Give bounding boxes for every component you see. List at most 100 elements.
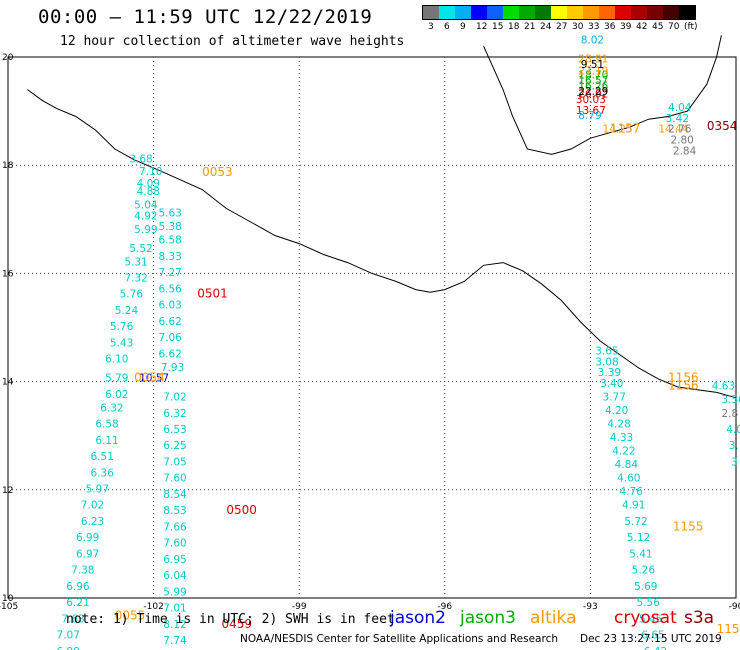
colorbar-swatch <box>535 6 551 19</box>
swh-value-track3: 5.41 <box>629 548 652 560</box>
colorbar-label: 15 <box>492 22 504 32</box>
x-tick-label: -96 <box>437 602 452 612</box>
swh-value-track1: 4.09 <box>137 178 160 190</box>
colorbar-label: 21 <box>524 22 536 32</box>
colorbar-label: 6 <box>444 22 450 32</box>
time-label: 0354 <box>707 119 738 133</box>
colorbar-label: 70 <box>668 22 680 32</box>
colorbar-swatch <box>519 6 535 19</box>
swh-value-track1: 6.51 <box>91 451 114 463</box>
swh-value-track1: 4.92 <box>134 210 157 222</box>
swh-value-track1: 5.04 <box>134 199 158 211</box>
swh-value-track1: 6.36 <box>91 467 115 479</box>
colorbar-swatch <box>679 6 695 19</box>
y-tick-label: 18 <box>2 161 14 171</box>
x-tick-label: -90 <box>729 602 740 612</box>
colorbar-swatch <box>599 6 615 19</box>
swh-value-altika: 28.91 <box>578 53 608 65</box>
time-label: 0501 <box>197 287 228 301</box>
swh-value-track1: 7.07 <box>57 630 80 642</box>
swh-value-track1: 5.31 <box>124 256 147 268</box>
colorbar-label: 24 <box>540 22 552 32</box>
swh-value-s3a: 22.29 <box>578 86 608 98</box>
swh-value-track1: 7.38 <box>71 565 94 577</box>
swh-value-track3: 4.20 <box>605 405 628 417</box>
swh-value-track4: 4.63 <box>712 381 735 393</box>
swh-value-jason2: 10.57 <box>139 373 169 385</box>
swh-value-track1: 5.24 <box>115 305 139 317</box>
swh-value-jason3: 18.70 <box>578 70 608 82</box>
colorbar-label: (ft) <box>684 22 698 32</box>
swh-value-track2: 6.04 <box>163 570 187 582</box>
time-label: 0055 <box>115 609 146 623</box>
time-label: 1155 <box>673 519 704 533</box>
swh-value-track4: 3 <box>731 456 738 468</box>
legend-s3a: s3a <box>684 608 715 628</box>
swh-value-track1: 5.99 <box>134 224 157 236</box>
colorbar-label: 39 <box>620 22 632 32</box>
swh-value-track1: 6.32 <box>100 402 123 414</box>
swh-value-track6: 8.79 <box>578 110 601 122</box>
swh-value-track2: 7.66 <box>163 521 187 533</box>
colorbar-swatch <box>663 6 679 19</box>
colorbar-label: 12 <box>476 22 488 32</box>
legend-jason3: jason3 <box>460 608 516 628</box>
legend-altika: altika <box>530 608 577 628</box>
swh-value-track1: 6.58 <box>95 419 118 431</box>
y-tick-label: 20 <box>2 53 14 63</box>
swh-value-track2: 6.62 <box>158 348 181 360</box>
colorbar-swatch <box>439 6 455 19</box>
colorbar-label: 9 <box>460 22 466 32</box>
swh-value-track1: 6.99 <box>76 532 99 544</box>
swh-value-track2: 7.01 <box>163 603 186 615</box>
colorbar-label: 27 <box>556 22 568 32</box>
legend-jason2: jason2 <box>390 608 446 628</box>
swh-value-track2: 6.25 <box>163 440 186 452</box>
y-tick-label: 16 <box>2 269 14 279</box>
swh-value-track1: 6.10 <box>105 354 128 366</box>
swh-value-track2: 7.60 <box>163 538 186 550</box>
swh-value-track3: 4.60 <box>617 473 640 485</box>
colorbar-label: 45 <box>652 22 664 32</box>
x-tick-label: -102 <box>143 602 163 612</box>
gulf-coastline <box>483 35 722 155</box>
swh-value-track2: 6.03 <box>158 300 181 312</box>
colorbar-label: 36 <box>604 22 616 32</box>
y-tick-label: 10 <box>2 594 14 604</box>
swh-value-track2: 5.99 <box>163 586 186 598</box>
swh-value-track1: 6.11 <box>95 435 118 447</box>
swh-value-track4: 4.0 <box>726 424 740 436</box>
colorbar-swatch <box>647 6 663 19</box>
colorbar-swatch <box>487 6 503 19</box>
swh-value-track1: 3.68 <box>129 153 152 165</box>
colorbar-swatch <box>503 6 519 19</box>
chart-title: 00:00 – 11:59 UTC 12/22/2019 <box>38 6 373 28</box>
footer-note: note: 1) Time is in UTC; 2) SWH is in fe… <box>66 612 395 627</box>
x-tick-label: -105 <box>0 602 18 612</box>
swh-value-cryosat: 13.67 <box>576 105 606 117</box>
swh-value-track1: 4.88 <box>137 186 160 198</box>
swh-value-track1: 6.21 <box>66 597 89 609</box>
swh-value-track1: 5.76 <box>110 321 134 333</box>
colorbar-label: 33 <box>588 22 600 32</box>
swh-value-track3: 4.28 <box>607 419 630 431</box>
colorbar-swatch <box>423 6 439 19</box>
swh-value-track3: 5.72 <box>624 516 647 528</box>
swh-value-track2: 5.63 <box>158 208 181 220</box>
swh-value-track2: 6.58 <box>158 235 181 247</box>
y-tick-label: 14 <box>2 378 14 388</box>
swh-value-jason3: 16.57 <box>578 75 608 87</box>
swh-value-cryosat: 30.03 <box>576 94 606 106</box>
chart-subtitle: 12 hour collection of altimeter wave hei… <box>60 34 405 49</box>
swh-value-track3: 3.77 <box>603 392 626 404</box>
swh-value-cryosat: 26.92 <box>578 89 608 101</box>
swh-value-track1: 7.02 <box>81 500 104 512</box>
colorbar <box>422 5 696 20</box>
swh-value-track2: 8.53 <box>163 505 186 517</box>
swh-value-track3: 6.42 <box>644 646 667 650</box>
colorbar-swatch <box>631 6 647 19</box>
plot-frame <box>7 56 737 599</box>
swh-value-track2: 7.60 <box>163 473 186 485</box>
swh-value-track1: 5.76 <box>120 289 144 301</box>
